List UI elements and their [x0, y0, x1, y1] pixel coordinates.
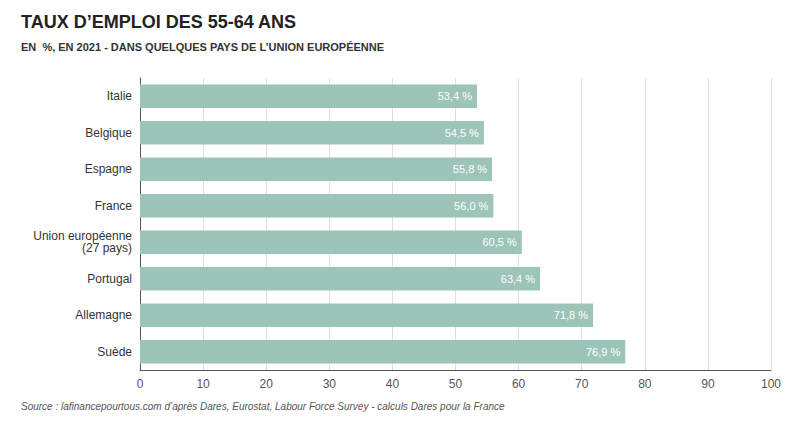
svg-text:63,4 %: 63,4 % [501, 273, 535, 285]
svg-text:(27 pays): (27 pays) [82, 241, 132, 255]
svg-text:90: 90 [701, 377, 715, 391]
svg-text:Suède: Suède [97, 345, 132, 359]
svg-text:Belgique: Belgique [85, 126, 132, 140]
svg-text:60,5 %: 60,5 % [483, 236, 517, 248]
svg-text:56,0 %: 56,0 % [454, 200, 488, 212]
svg-text:Source : lafinancepourtous.com: Source : lafinancepourtous.com d’après D… [21, 401, 505, 412]
svg-text:Portugal: Portugal [87, 272, 132, 286]
svg-text:71,8 %: 71,8 % [554, 309, 588, 321]
svg-text:55,8 %: 55,8 % [453, 163, 487, 175]
svg-text:40: 40 [386, 377, 400, 391]
svg-text:Italie: Italie [107, 89, 133, 103]
svg-text:70: 70 [575, 377, 589, 391]
svg-text:France: France [95, 199, 133, 213]
svg-text:80: 80 [638, 377, 652, 391]
svg-text:TAUX D’EMPLOI DES 55-64 ANS: TAUX D’EMPLOI DES 55-64 ANS [21, 12, 296, 32]
svg-text:76,9 %: 76,9 % [586, 346, 620, 358]
svg-text:100: 100 [761, 377, 781, 391]
svg-text:Allemagne: Allemagne [75, 308, 132, 322]
svg-text:EN %, EN 2021 - DANS QUELQUES: EN %, EN 2021 - DANS QUELQUES PAYS DE L’… [21, 41, 384, 53]
svg-text:Espagne: Espagne [85, 162, 133, 176]
svg-text:30: 30 [323, 377, 337, 391]
svg-text:50: 50 [449, 377, 463, 391]
svg-text:54,5 %: 54,5 % [445, 127, 479, 139]
svg-text:20: 20 [260, 377, 274, 391]
svg-text:0: 0 [137, 377, 144, 391]
svg-text:Union européenne: Union européenne [33, 229, 132, 244]
svg-text:53,4 %: 53,4 % [438, 90, 472, 102]
svg-text:60: 60 [512, 377, 526, 391]
svg-text:10: 10 [196, 377, 210, 391]
